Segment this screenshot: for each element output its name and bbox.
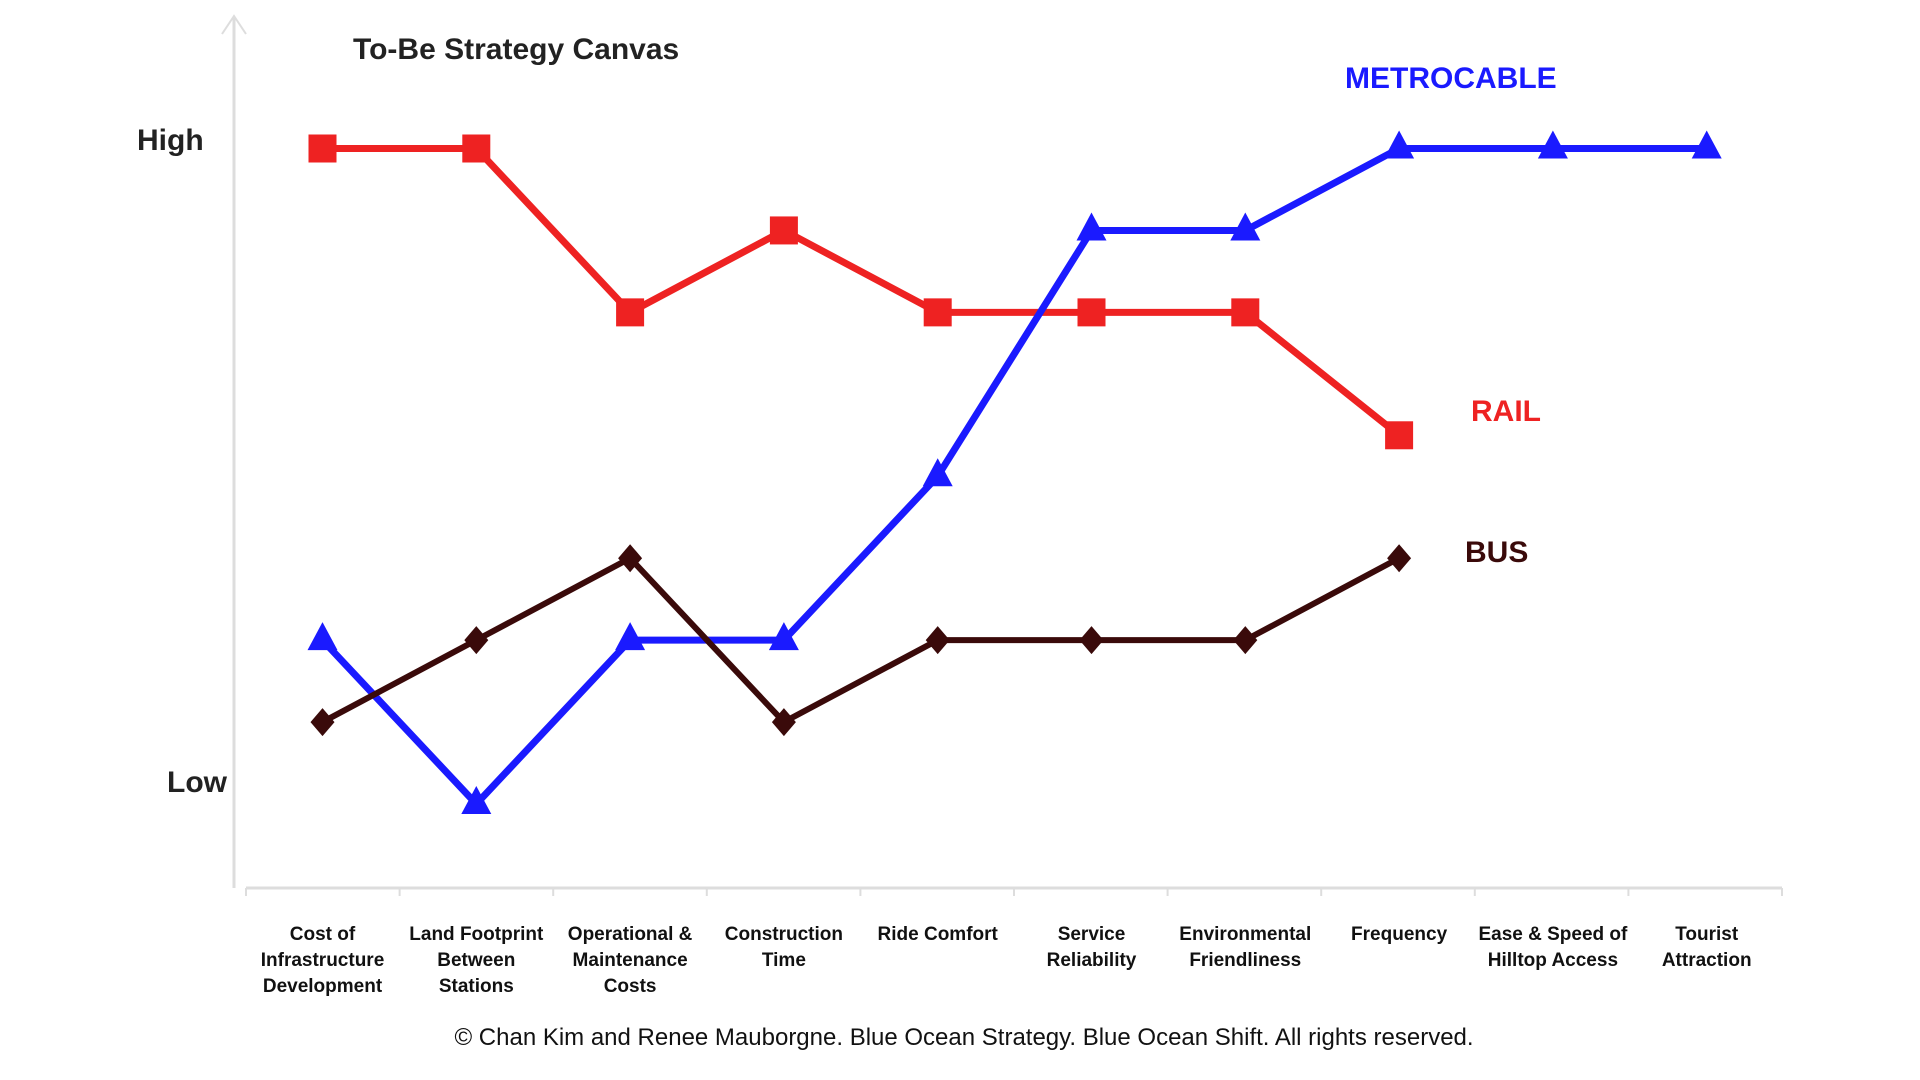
data-point-diamond [925,626,950,655]
data-point-square [1231,298,1260,327]
axes [221,14,1783,896]
data-point-diamond [310,708,335,737]
data-point-diamond [464,626,489,655]
category-label: Land Footprint Between Stations [409,924,544,997]
series-line [322,145,1402,439]
data-point-diamond [1387,544,1412,573]
data-point-triangle [615,622,646,651]
series-label-metrocable: METROCABLE [1345,62,1557,95]
data-point-triangle [1537,130,1568,159]
y-label-low: Low [167,766,228,799]
series-label-bus: BUS [1465,536,1528,569]
data-point-triangle [1230,212,1261,241]
data-point-square [923,298,952,327]
series-group [307,130,1722,814]
data-point-square [616,298,645,327]
data-point-diamond [1233,626,1258,655]
category-label: Ride Comfort [878,924,999,945]
data-point-square [308,134,337,163]
data-point-square [1077,298,1106,327]
category-label: Cost of Infrastructure Development [261,924,385,997]
series-line [321,554,1401,726]
category-labels: Cost of Infrastructure Development Land Foo… [261,924,1752,997]
data-point-triangle [307,622,338,651]
data-point-triangle [461,786,492,814]
y-axis-arrow [221,14,247,35]
data-point-square [462,134,491,163]
category-label: Frequency [1351,924,1448,945]
series-rail [308,134,1414,450]
series-labels: RAIL METROCABLE BUS [1345,62,1557,569]
data-point-square [1385,421,1414,450]
data-point-triangle [1384,130,1415,159]
series-bus [310,544,1412,737]
category-label: Operational & Maintenance Costs [568,924,693,997]
data-point-triangle [768,622,799,651]
series-metrocable [307,130,1722,814]
data-point-diamond [618,544,643,573]
data-point-diamond [1079,626,1104,655]
category-label: Tourist Attraction [1662,924,1752,971]
data-point-triangle [1691,130,1722,159]
category-label: Environmental Friendliness [1179,924,1311,971]
category-label: Service Reliability [1047,924,1137,971]
footnote: © Chan Kim and Renee Mauborgne. Blue Oce… [454,1024,1473,1051]
data-point-diamond [771,708,796,737]
series-line [319,145,1707,810]
series-label-rail: RAIL [1471,395,1541,428]
data-point-square [769,216,798,245]
y-label-high: High [137,124,204,157]
data-point-triangle [922,458,953,487]
chart-title: To-Be Strategy Canvas [353,33,679,66]
category-label: Construction Time [725,924,843,971]
category-label: Ease & Speed of Hilltop Access [1478,924,1628,971]
data-point-triangle [1076,212,1107,241]
